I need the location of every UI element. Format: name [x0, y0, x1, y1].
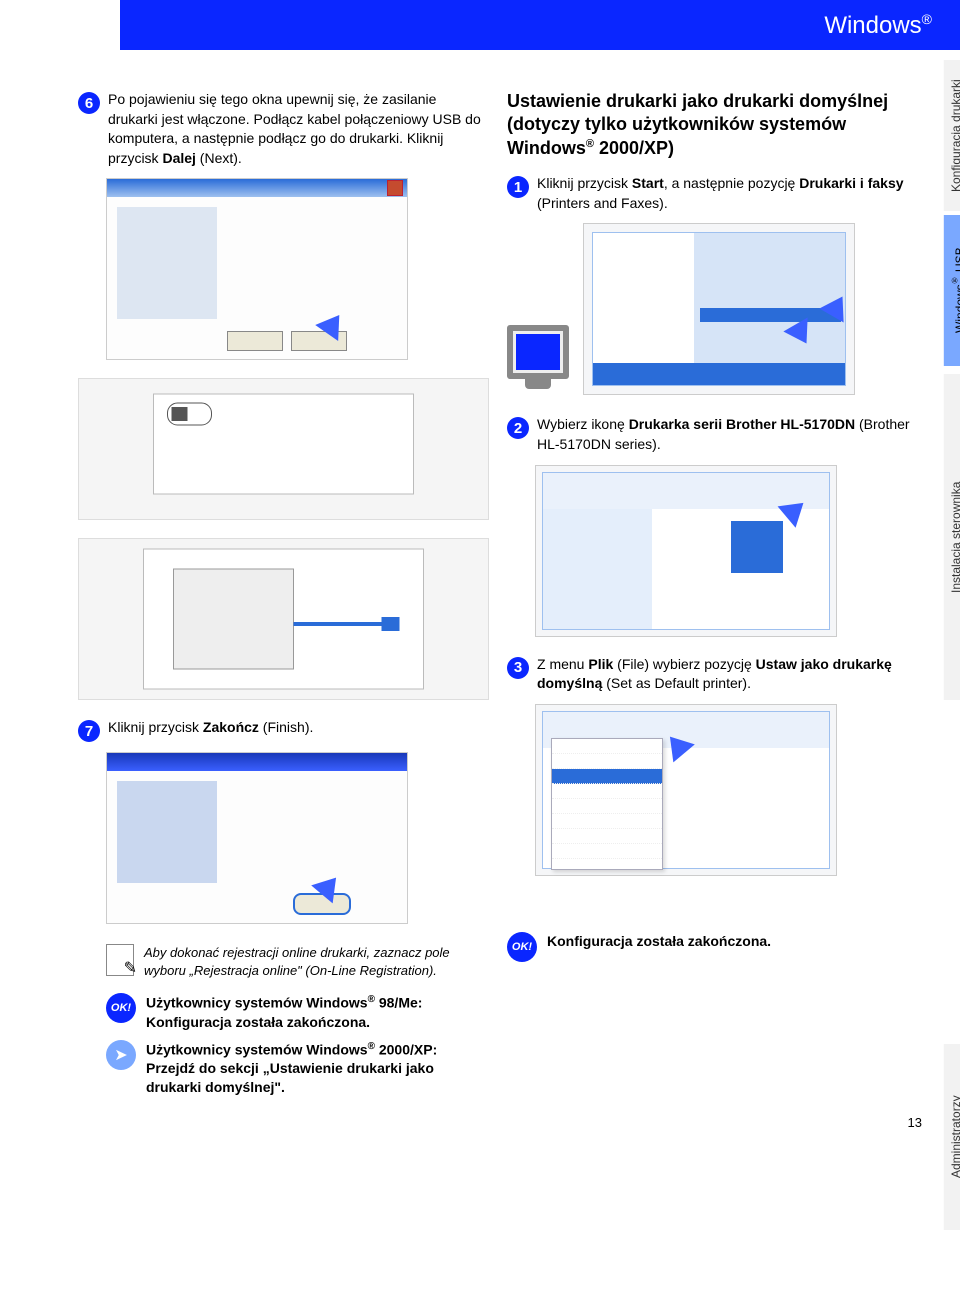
tab-admin[interactable]: Administratorzy	[944, 1044, 960, 1230]
banner-title: Windows®	[824, 11, 932, 40]
ok-icon: OK!	[507, 932, 537, 962]
badge-2: 2	[507, 417, 529, 439]
ok-done-text: Konfiguracja została zakończona.	[547, 932, 771, 951]
page-main: Windows® Konfiguracja drukarki Windows® …	[60, 0, 960, 1150]
badge-6: 6	[78, 92, 100, 114]
page-outer: Windows® Konfiguracja drukarki Windows® …	[0, 0, 960, 1150]
arrow-disc-icon: ➤	[106, 1040, 136, 1070]
badge-3: 3	[507, 657, 529, 679]
note-icon	[106, 944, 134, 976]
step-6-text: Po pojawieniu się tego okna upewnij się,…	[108, 90, 489, 168]
monitor-icon	[507, 325, 569, 379]
ok-win98-text: Użytkownicy systemów Windows® 98/Me: Kon…	[146, 993, 489, 1031]
columns: 6 Po pojawieniu się tego okna upewnij si…	[78, 90, 942, 1105]
tab-config[interactable]: Konfiguracja drukarki	[944, 60, 960, 211]
banner-title-text: Windows	[824, 12, 921, 39]
screenshot-usb-wizard	[106, 178, 408, 360]
ok-done: OK! Konfiguracja została zakończona.	[507, 932, 918, 962]
screenshot-printers-folder	[535, 465, 837, 637]
step-2-text: Wybierz ikonę Drukarka serii Brother HL-…	[537, 415, 918, 454]
page-content: Konfiguracja drukarki Windows® USB Insta…	[60, 50, 960, 1150]
top-banner: Windows®	[120, 0, 960, 50]
step-7-text: Kliknij przycisk Zakończ (Finish).	[108, 718, 313, 738]
step-1: 1 Kliknij przycisk Start, a następnie po…	[507, 174, 918, 213]
goto-win2000: ➤ Użytkownicy systemów Windows® 2000/XP:…	[106, 1040, 489, 1097]
page-number: 13	[78, 1115, 942, 1130]
screenshot-file-menu	[535, 704, 837, 876]
banner-registered: ®	[922, 11, 932, 27]
right-column: Ustawienie drukarki jako drukarki domyśl…	[507, 90, 918, 1105]
screenshot-start-menu	[583, 223, 855, 395]
step-7: 7 Kliknij przycisk Zakończ (Finish).	[78, 718, 489, 742]
ok-icon: OK!	[106, 993, 136, 1023]
note-registration: Aby dokonać rejestracji online drukarki,…	[106, 944, 489, 979]
side-tabs: Konfiguracja drukarki Windows® USB Insta…	[944, 50, 960, 1230]
step-1-text: Kliknij przycisk Start, a następnie pozy…	[537, 174, 918, 213]
tab-install[interactable]: Instalacja sterownika	[944, 374, 960, 700]
note-text: Aby dokonać rejestracji online drukarki,…	[144, 944, 489, 979]
step-3-text: Z menu Plik (File) wybierz pozycję Ustaw…	[537, 655, 918, 694]
figure-printer-usb	[78, 538, 489, 700]
step-6: 6 Po pojawieniu się tego okna upewnij si…	[78, 90, 489, 168]
tab-windows-usb[interactable]: Windows® USB	[944, 215, 960, 366]
badge-7: 7	[78, 720, 100, 742]
left-column: 6 Po pojawieniu się tego okna upewnij si…	[78, 90, 489, 1105]
step-2: 2 Wybierz ikonę Drukarka serii Brother H…	[507, 415, 918, 454]
left-gutter	[0, 0, 60, 1150]
badge-1: 1	[507, 176, 529, 198]
figure-printer-switch	[78, 378, 489, 520]
screenshot-finish-wizard	[106, 752, 408, 924]
ok-win98: OK! Użytkownicy systemów Windows® 98/Me:…	[106, 993, 489, 1031]
step-3: 3 Z menu Plik (File) wybierz pozycję Ust…	[507, 655, 918, 694]
close-icon	[387, 180, 403, 196]
goto-win2000-text: Użytkownicy systemów Windows® 2000/XP: P…	[146, 1040, 489, 1097]
right-heading: Ustawienie drukarki jako drukarki domyśl…	[507, 90, 918, 160]
